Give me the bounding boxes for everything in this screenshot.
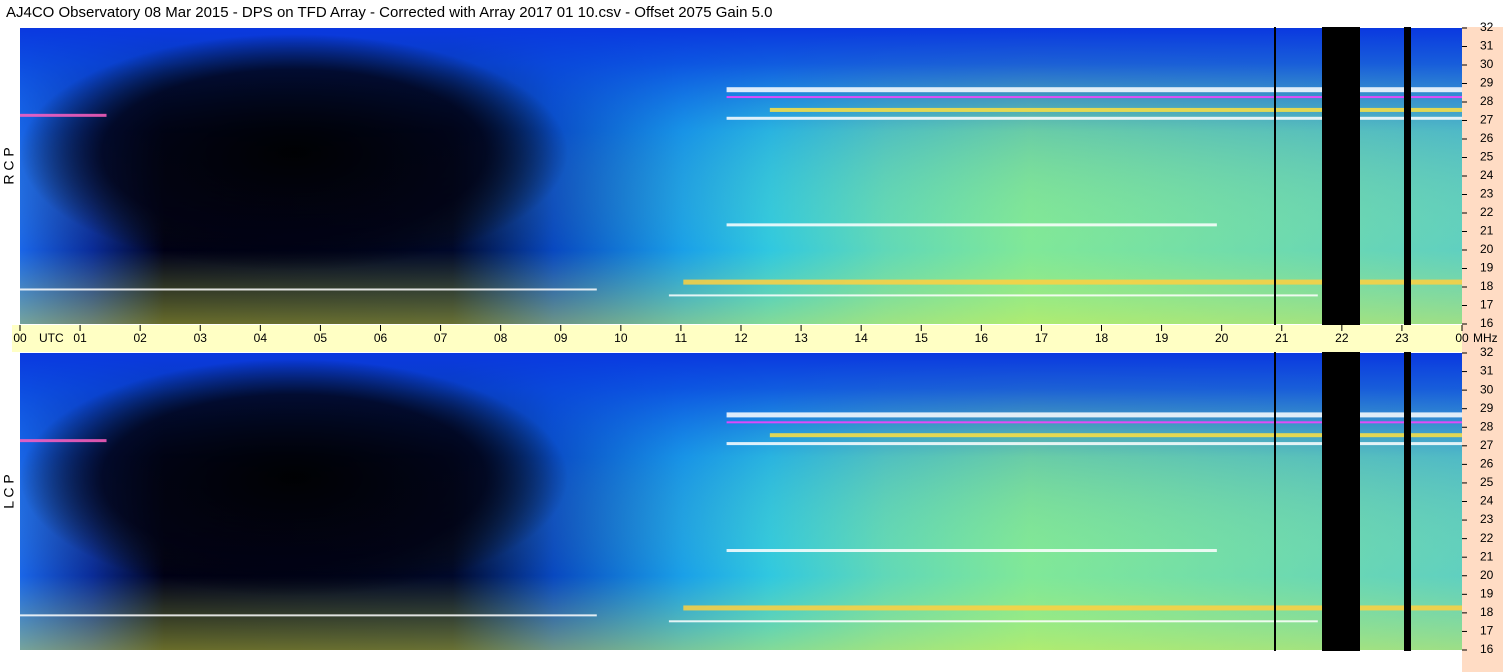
x-tick-label: 18	[1095, 331, 1109, 345]
interference-band	[668, 620, 1318, 623]
y-tick-label: 16	[1480, 316, 1494, 330]
x-tick-label: 00	[1455, 331, 1469, 345]
y-tick-label: 27	[1480, 113, 1494, 127]
interference-band	[769, 107, 1462, 112]
title: AJ4CO Observatory 08 Mar 2015 - DPS on T…	[6, 4, 772, 21]
x-tick-label: 06	[374, 331, 388, 345]
y-tick-label: 32	[1480, 20, 1494, 34]
y-tick-label: 32	[1480, 345, 1494, 359]
interference-band	[20, 614, 597, 617]
x-tick-label: 22	[1335, 331, 1349, 345]
y-tick-label: 20	[1480, 242, 1494, 256]
x-tick-label: 12	[734, 331, 748, 345]
y-tick-label: 31	[1480, 364, 1494, 378]
data-gap	[1322, 27, 1360, 325]
interference-band	[726, 96, 1462, 99]
y-tick-label: 28	[1480, 94, 1494, 108]
interference-band	[726, 549, 1217, 553]
data-gap	[1322, 352, 1360, 651]
y-tick-label: 26	[1480, 457, 1494, 471]
x-tick-label: 17	[1035, 331, 1049, 345]
y-tick-label: 22	[1480, 531, 1494, 545]
y-tick-label: 24	[1480, 494, 1494, 508]
y-tick-label: 27	[1480, 438, 1494, 452]
x-tick-label: 05	[314, 331, 328, 345]
x-tick-label: 13	[794, 331, 808, 345]
spectrogram-dark	[20, 33, 568, 271]
y-tick-label: 19	[1480, 261, 1494, 275]
y-tick-label: 17	[1480, 298, 1494, 312]
x-tick-label: 07	[434, 331, 448, 345]
y-tick-label: 16	[1480, 642, 1494, 656]
interference-band	[683, 279, 1462, 285]
data-gap	[1274, 27, 1276, 325]
x-tick-label: 09	[554, 331, 568, 345]
x-tick-label: 01	[73, 331, 87, 345]
x-tick-label: 02	[133, 331, 147, 345]
interference-band	[20, 288, 597, 291]
x-tick-label: 10	[614, 331, 628, 345]
y-tick-label: 29	[1480, 76, 1494, 90]
x-tick-label: 23	[1395, 331, 1409, 345]
freq-axis-band	[1462, 27, 1503, 672]
y-axis-unit: MHz	[1473, 331, 1498, 345]
y-tick-label: 29	[1480, 401, 1494, 415]
interference-band	[726, 223, 1217, 227]
y-tick-label: 23	[1480, 187, 1494, 201]
x-tick-label: 11	[675, 331, 688, 345]
interference-band	[668, 294, 1318, 297]
y-tick-label: 30	[1480, 57, 1494, 71]
interference-band	[20, 113, 107, 117]
x-tick-label: 20	[1215, 331, 1229, 345]
interference-band	[726, 412, 1462, 418]
x-tick-label: 04	[254, 331, 268, 345]
y-tick-label: 25	[1480, 150, 1494, 164]
y-tick-label: 21	[1480, 549, 1494, 563]
x-tick-label: 08	[494, 331, 508, 345]
x-tick-label: 21	[1275, 331, 1289, 345]
y-tick-label: 30	[1480, 382, 1494, 396]
data-gap	[1404, 352, 1411, 651]
y-tick-label: 18	[1480, 605, 1494, 619]
time-axis-band	[12, 325, 1462, 352]
data-gap	[1404, 27, 1411, 325]
x-tick-label: 15	[915, 331, 929, 345]
y-tick-label: 22	[1480, 205, 1494, 219]
x-tick-label: 19	[1155, 331, 1169, 345]
interference-band	[769, 433, 1462, 438]
y-tick-label: 24	[1480, 168, 1494, 182]
x-tick-label: 16	[975, 331, 989, 345]
interference-band	[683, 605, 1462, 611]
y-tick-label: 25	[1480, 475, 1494, 489]
y-tick-label: 26	[1480, 131, 1494, 145]
interference-band	[726, 421, 1462, 424]
y-tick-label: 28	[1480, 419, 1494, 433]
x-axis-label: UTC	[39, 331, 64, 345]
data-gap	[1274, 352, 1276, 651]
polarization-label: L C P	[1, 474, 17, 509]
y-tick-label: 23	[1480, 512, 1494, 526]
x-tick-label: 00	[13, 331, 27, 345]
interference-band	[726, 87, 1462, 93]
interference-band	[726, 442, 1462, 446]
y-tick-label: 19	[1480, 586, 1494, 600]
interference-band	[20, 439, 107, 443]
y-tick-label: 18	[1480, 279, 1494, 293]
y-tick-label: 31	[1480, 39, 1494, 53]
y-tick-label: 17	[1480, 624, 1494, 638]
y-tick-label: 21	[1480, 224, 1494, 238]
x-tick-label: 14	[854, 331, 868, 345]
interference-band	[726, 116, 1462, 120]
y-tick-label: 20	[1480, 568, 1494, 582]
x-tick-label: 03	[194, 331, 208, 345]
polarization-label: R C P	[1, 147, 17, 184]
spectrogram-dark	[20, 358, 568, 597]
